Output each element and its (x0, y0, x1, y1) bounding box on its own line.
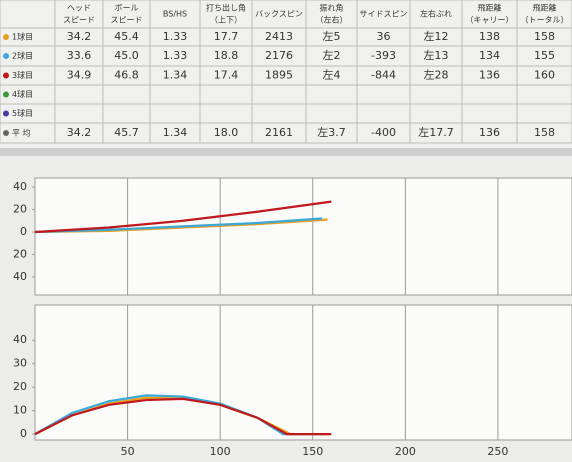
cell: 左17.7 (418, 126, 454, 139)
cell: 左5 (323, 30, 341, 43)
cell: -393 (371, 49, 396, 62)
cell: 1.33 (163, 30, 188, 43)
cell: 46.8 (114, 69, 139, 82)
row-label: 1球目 (12, 32, 33, 42)
x-tick-label: 250 (487, 445, 508, 458)
column-header: 左右ぶれ (420, 9, 452, 19)
x-tick-label: 150 (302, 445, 323, 458)
y-tick-label: 20 (13, 380, 27, 393)
cell: 160 (534, 69, 555, 82)
row-label: 5球目 (12, 108, 33, 118)
cell: 158 (534, 126, 555, 139)
divider (0, 148, 572, 156)
row-marker (3, 53, 9, 59)
cell: 左28 (424, 69, 449, 82)
y-tick-label: 40 (13, 180, 27, 193)
y-tick-label: 40 (13, 270, 27, 283)
row-label: 平 均 (12, 128, 31, 138)
plot-area (34, 177, 572, 296)
cell: -844 (371, 69, 396, 82)
column-header: （左右） (316, 15, 348, 25)
cell: 左13 (424, 49, 449, 62)
row-marker (3, 110, 9, 117)
cell: 33.6 (67, 49, 92, 62)
row-marker (3, 91, 9, 98)
series-line (34, 200, 332, 234)
column-header: BS/HS (163, 10, 187, 19)
cell: 17.7 (214, 30, 239, 43)
cell: 左2 (323, 49, 341, 62)
cell: 左3.7 (317, 126, 346, 139)
row-marker (3, 34, 9, 40)
series-line (34, 394, 323, 436)
cell: 1.34 (163, 69, 188, 82)
y-tick-label: 40 (13, 333, 27, 346)
cell: 2161 (265, 126, 293, 139)
column-header: スピード (63, 16, 95, 25)
y-tick-label: 20 (13, 248, 27, 261)
cell: 136 (479, 69, 500, 82)
y-tick-label: 20 (13, 203, 27, 216)
cell: 34.9 (67, 69, 92, 82)
cell: 18.8 (214, 49, 239, 62)
cell: 2176 (265, 49, 293, 62)
column-header: 飛距離 (478, 3, 502, 13)
cell: 45.0 (114, 49, 139, 62)
y-tick-label: 0 (20, 225, 27, 238)
cell: 155 (534, 49, 555, 62)
cell: 34.2 (67, 126, 92, 139)
cell: 左12 (424, 30, 449, 43)
column-header: （キャリー） (466, 16, 514, 25)
column-header: ヘッド (67, 4, 91, 13)
row-marker (3, 130, 9, 136)
y-tick-label: 0 (20, 427, 27, 440)
cell: 134 (479, 49, 500, 62)
column-header: 打ち出し角 (206, 3, 246, 13)
cell: 1.34 (163, 126, 188, 139)
cell: 158 (534, 30, 555, 43)
x-tick-label: 50 (121, 445, 135, 458)
cell: -400 (371, 126, 396, 139)
row-marker (3, 72, 9, 79)
column-header: スピード (111, 16, 143, 25)
row-label: 2球目 (12, 51, 33, 61)
x-tick-label: 100 (210, 445, 231, 458)
series-line (34, 217, 323, 234)
cell: 45.4 (114, 30, 139, 43)
x-tick-label: 200 (395, 445, 416, 458)
cell: 左4 (323, 69, 341, 82)
cell: 36 (377, 30, 391, 43)
y-tick-label: 30 (13, 357, 27, 370)
column-header: ボール (115, 4, 139, 13)
column-header: サイドスピン (360, 10, 408, 19)
row-label: 3球目 (12, 70, 33, 80)
column-header: （トータル） (521, 16, 569, 25)
cell: 1.33 (163, 49, 188, 62)
cell: 17.4 (214, 69, 239, 82)
cell: 18.0 (214, 126, 239, 139)
column-header: （上下） (210, 16, 242, 25)
column-header: 振れ角 (320, 3, 344, 13)
cell: 45.7 (114, 126, 139, 139)
series-line (34, 397, 332, 436)
row-label: 4球目 (12, 89, 33, 99)
column-header: バックスピン (255, 10, 303, 19)
cell: 138 (479, 30, 500, 43)
plot-area (34, 304, 572, 441)
cell: 34.2 (67, 30, 92, 43)
cell: 2413 (265, 30, 293, 43)
column-header: 飛距離 (533, 3, 557, 13)
y-tick-label: 10 (13, 404, 27, 417)
cell: 1895 (265, 69, 293, 82)
cell: 136 (479, 126, 500, 139)
